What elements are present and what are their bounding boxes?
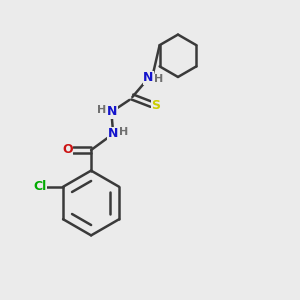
Text: N: N (143, 71, 154, 84)
Text: H: H (154, 74, 164, 84)
Text: H: H (119, 127, 128, 137)
Text: N: N (108, 127, 119, 140)
Text: Cl: Cl (33, 180, 46, 193)
Text: N: N (106, 105, 117, 118)
Text: H: H (97, 105, 106, 115)
Text: S: S (152, 99, 160, 112)
Text: O: O (62, 143, 73, 157)
